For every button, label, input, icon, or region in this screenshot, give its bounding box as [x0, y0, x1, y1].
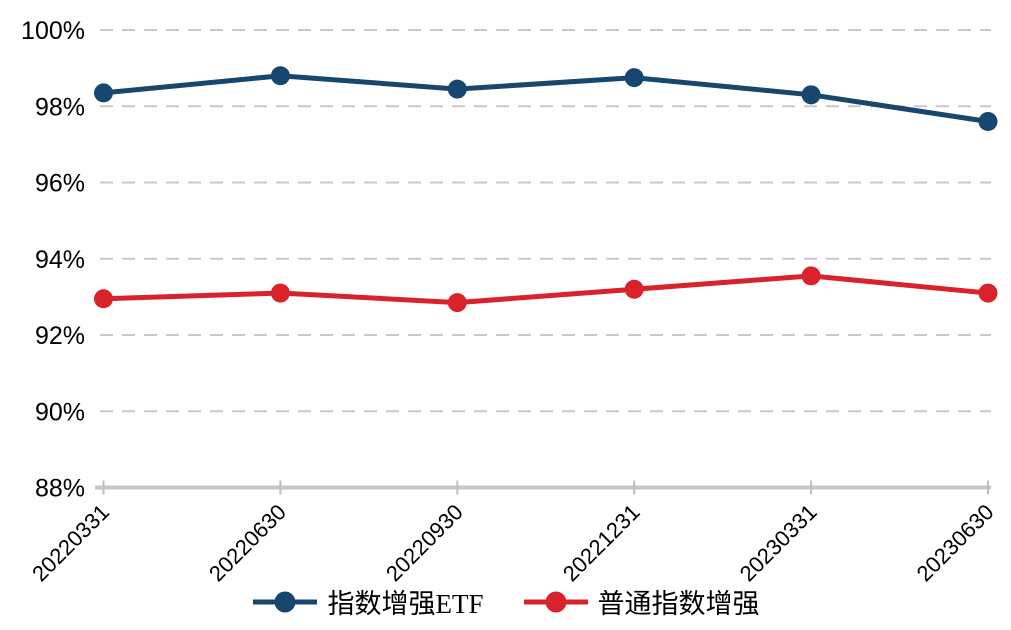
index-enhanced-etf-marker — [447, 79, 467, 99]
y-tick-label: 98% — [35, 93, 85, 121]
index-enhanced-etf-marker — [270, 66, 290, 86]
index-enhanced-etf-marker — [978, 112, 998, 131]
y-tick-label: 88% — [35, 475, 85, 503]
y-tick-label: 90% — [35, 398, 85, 426]
ordinary-index-enhanced-marker — [801, 266, 821, 286]
legend-marker-ordinary-index-enhanced — [523, 591, 588, 612]
legend-marker-index-enhanced-etf — [253, 591, 318, 612]
ordinary-index-enhanced-marker — [94, 289, 113, 309]
x-tick-label: 20220930 — [381, 499, 468, 586]
y-tick-label: 92% — [35, 322, 85, 350]
index-enhanced-etf-marker — [801, 85, 821, 105]
legend-label-ordinary-index-enhanced: 普通指数增强 — [597, 589, 760, 619]
y-tick-label: 94% — [35, 246, 85, 274]
y-tick-label: 100% — [21, 17, 85, 45]
x-tick-label: 20220630 — [204, 499, 291, 586]
y-tick-label: 96% — [35, 170, 85, 198]
legend-item-index-enhanced-etf: 指数增强ETF — [251, 582, 484, 621]
index-enhanced-etf-line — [103, 73, 989, 124]
legend-label-index-enhanced-etf: 指数增强ETF — [327, 589, 484, 619]
index-enhanced-etf-marker — [94, 83, 113, 103]
legend-item-ordinary-index-enhanced: 普通指数增强 — [522, 582, 760, 621]
x-tick-label: 20221231 — [558, 499, 645, 586]
x-tick-label: 20230630 — [912, 499, 999, 586]
x-tick-label: 20220331 — [27, 499, 114, 586]
ordinary-index-enhanced-marker — [978, 283, 998, 303]
ordinary-index-enhanced-marker — [270, 283, 290, 303]
chart-legend: 指数增强ETF 普通指数增强 — [0, 582, 1011, 621]
index-enhanced-etf-marker — [624, 68, 644, 88]
ordinary-index-enhanced-marker — [447, 293, 467, 313]
ordinary-index-enhanced-marker — [624, 279, 644, 299]
x-tick-label: 20230331 — [735, 499, 822, 586]
ordinary-index-enhanced-line — [103, 273, 989, 306]
